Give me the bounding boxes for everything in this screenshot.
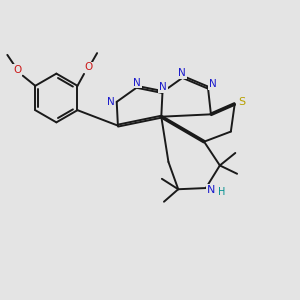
Text: N: N bbox=[107, 97, 115, 107]
Text: N: N bbox=[159, 82, 167, 92]
Text: O: O bbox=[85, 62, 93, 72]
Text: N: N bbox=[133, 77, 141, 88]
Text: S: S bbox=[238, 98, 246, 107]
Text: O: O bbox=[13, 65, 22, 75]
Text: N: N bbox=[178, 68, 186, 78]
Text: H: H bbox=[218, 187, 225, 196]
Text: N: N bbox=[207, 184, 215, 194]
Text: N: N bbox=[208, 79, 216, 89]
